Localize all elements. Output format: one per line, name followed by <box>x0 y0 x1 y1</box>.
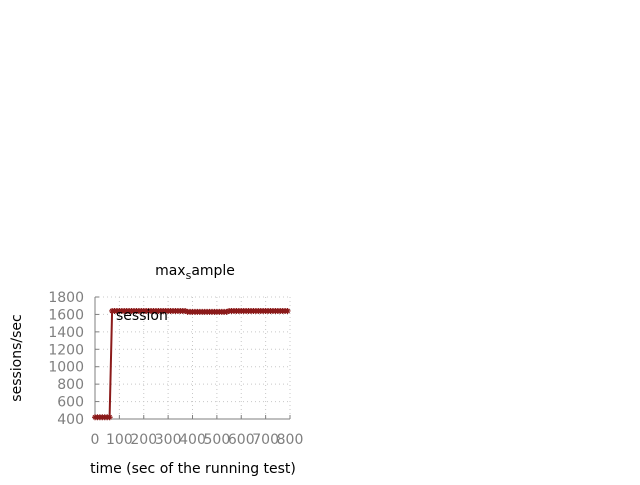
y-tick-label: 800 <box>57 377 84 393</box>
x-tick-label: 200 <box>130 432 157 448</box>
data-point <box>182 307 189 314</box>
x-tick-label: 100 <box>106 432 133 448</box>
x-tick-label: 300 <box>155 432 182 448</box>
x-tick-label: 400 <box>179 432 206 448</box>
data-point <box>284 307 291 314</box>
y-tick-label: 1000 <box>48 360 84 376</box>
data-point <box>106 414 113 421</box>
x-axis-label: time (sec of the running test) <box>90 461 296 477</box>
y-tick-label: 1600 <box>48 307 84 323</box>
legend: session <box>116 308 168 324</box>
grid <box>94 296 291 420</box>
y-axis-label: sessions/sec <box>9 314 25 401</box>
y-tick-label: 1200 <box>48 342 84 358</box>
y-tick-label: 1400 <box>48 325 84 341</box>
y-tick-label: 1800 <box>48 290 84 306</box>
x-tick-label: 0 <box>91 432 100 448</box>
x-tick-label: 600 <box>228 432 255 448</box>
axes <box>94 296 291 420</box>
data-point <box>223 308 230 315</box>
series <box>92 307 291 421</box>
x-tick-label: 800 <box>277 432 304 448</box>
x-tick-label: 700 <box>252 432 279 448</box>
chart-title: maxsample <box>155 263 235 282</box>
y-tick-label: 600 <box>57 395 84 411</box>
y-tick-label: 400 <box>57 412 84 428</box>
legend-label-session: session <box>116 308 168 324</box>
x-tick-label: 500 <box>204 432 231 448</box>
